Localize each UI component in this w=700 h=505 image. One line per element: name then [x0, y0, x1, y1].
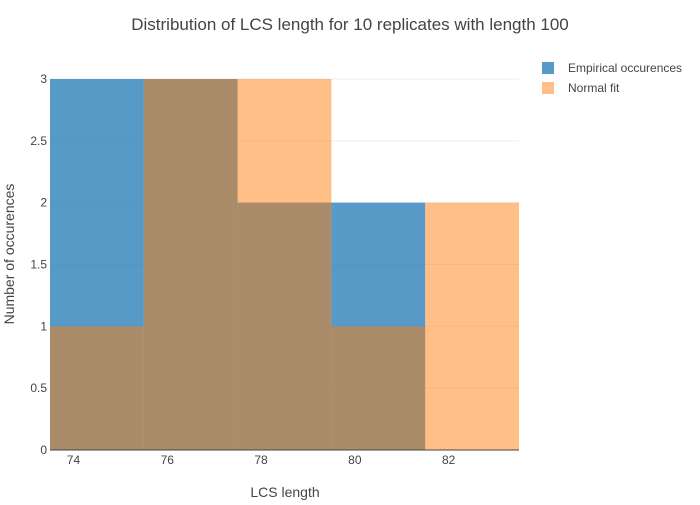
histogram-bar [331, 326, 426, 450]
x-tick-label: 76 [161, 453, 175, 467]
legend-item-empirical[interactable]: Empirical occurences [542, 61, 682, 75]
histogram-bar [143, 79, 238, 450]
y-tick-label: 1.5 [30, 258, 47, 272]
legend-label: Normal fit [568, 81, 620, 95]
legend-swatch [542, 62, 554, 74]
histogram-bar [425, 202, 519, 450]
histogram-bars [50, 79, 519, 450]
histogram-bar [237, 79, 332, 450]
y-tick-label: 1 [40, 319, 47, 333]
axes: 0 0.5 1 1.5 2 2.5 3 74 76 78 80 82 [30, 72, 519, 467]
y-axis-label: Number of occurences [1, 184, 17, 325]
y-tick-label: 3 [40, 72, 47, 86]
histogram-bar [50, 326, 144, 450]
x-axis-label: LCS length [250, 484, 319, 500]
y-tick-label: 0 [40, 443, 47, 457]
x-tick-label: 74 [67, 453, 81, 467]
y-tick-label: 2 [40, 196, 47, 210]
x-tick-label: 82 [442, 453, 456, 467]
legend-item-normal-fit[interactable]: Normal fit [542, 81, 620, 95]
legend-swatch [542, 82, 554, 94]
legend-label: Empirical occurences [568, 61, 682, 75]
chart-title: Distribution of LCS length for 10 replic… [131, 15, 569, 34]
x-tick-label: 80 [348, 453, 362, 467]
series-normal-fit [50, 79, 519, 450]
y-tick-label: 2.5 [30, 134, 47, 148]
y-tick-label: 0.5 [30, 381, 47, 395]
x-tick-label: 78 [254, 453, 268, 467]
legend[interactable]: Empirical occurences Normal fit [542, 61, 682, 95]
